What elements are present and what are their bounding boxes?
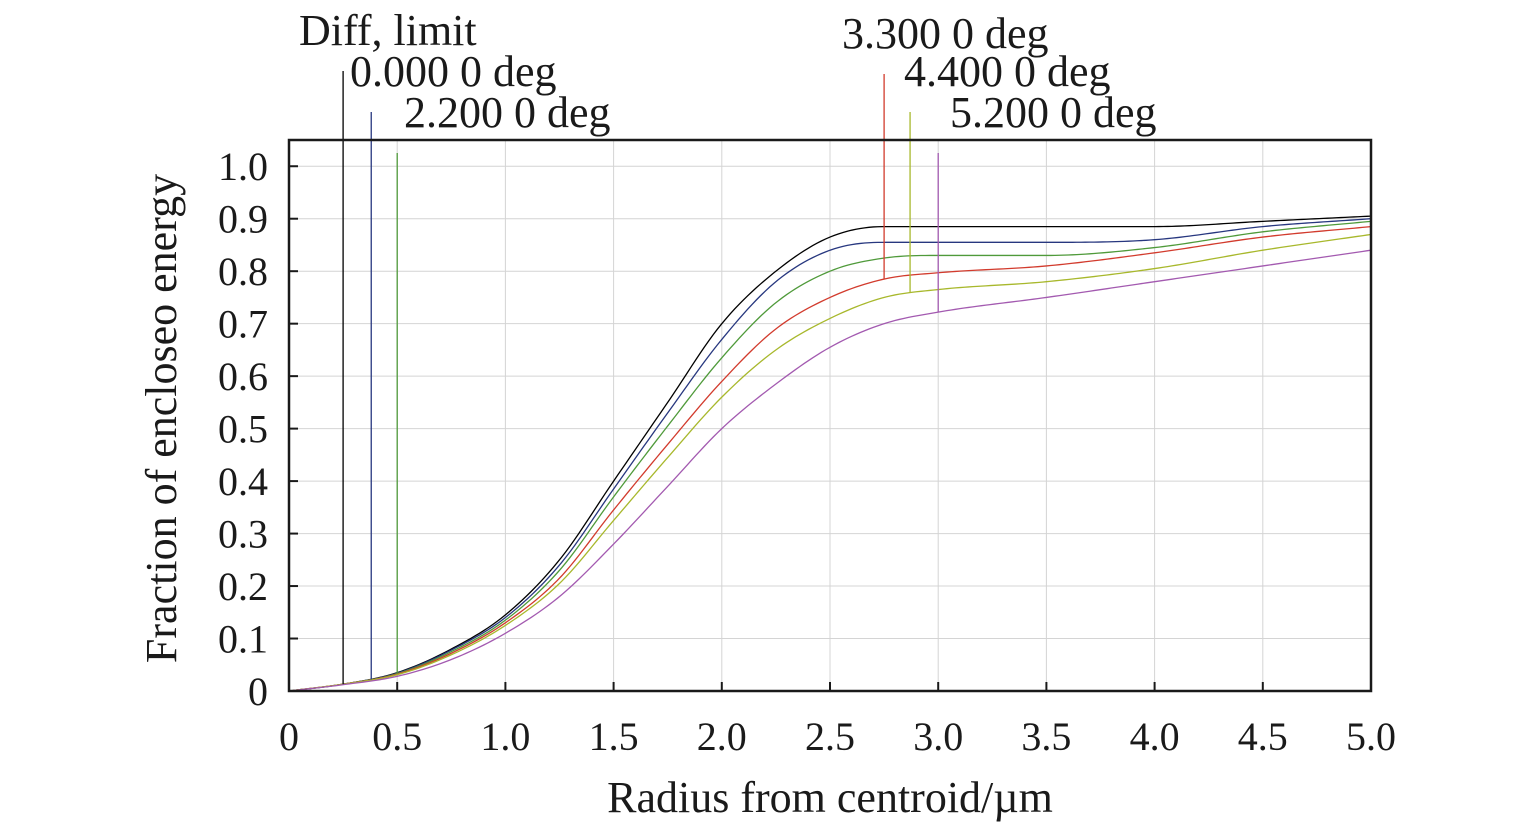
- series-label: 2.200 0 deg: [404, 88, 611, 137]
- series-label: 4.400 0 deg: [904, 47, 1111, 96]
- y-tick-label: 0.9: [218, 197, 268, 242]
- y-tick-label: 0: [248, 669, 268, 714]
- series-line: [288, 225, 1372, 692]
- series-line: [288, 220, 1372, 692]
- y-tick-label: 1.0: [218, 144, 268, 189]
- x-axis-label: Radius from centroid/µm: [607, 773, 1053, 822]
- y-tick-label: 0.7: [218, 302, 268, 347]
- series-line: [288, 233, 1372, 692]
- y-tick-label: 0.5: [218, 407, 268, 452]
- x-tick-label: 0.5: [372, 714, 422, 759]
- axis-ticks: 0 0.5 1.0 1.5 2.0 2.5 3.0 3.5 4.0 4.5 5.0 0 0.1 0.2 0.…: [218, 144, 1396, 759]
- series-label: 0.000 0 deg: [350, 47, 557, 96]
- y-tick-label: 0.3: [218, 512, 268, 557]
- y-tick-label: 0.8: [218, 249, 268, 294]
- y-axis-label: Fraction of encloseo energy: [137, 174, 186, 663]
- x-tick-label: 3.0: [913, 714, 963, 759]
- x-tick-label: 2.5: [805, 714, 855, 759]
- x-tick-label: 4.0: [1130, 714, 1180, 759]
- series-lines: [288, 215, 1372, 692]
- series-line: [288, 249, 1372, 692]
- y-tick-label: 0.6: [218, 354, 268, 399]
- y-tick-label: 0.4: [218, 459, 268, 504]
- x-tick-label: 2.0: [697, 714, 747, 759]
- x-tick-label: 1.5: [589, 714, 639, 759]
- series-label: 3.300 0 deg: [842, 9, 1049, 58]
- x-tick-label: 4.5: [1238, 714, 1288, 759]
- x-tick-label: 0: [279, 714, 299, 759]
- series-line: [288, 218, 1372, 692]
- series-line: [288, 215, 1372, 692]
- y-tick-label: 0.2: [218, 564, 268, 609]
- x-tick-label: 5.0: [1346, 714, 1396, 759]
- series-label: Diff, limit: [299, 6, 477, 55]
- x-tick-label: 3.5: [1021, 714, 1071, 759]
- grid: [289, 140, 1371, 691]
- series-label: 5.200 0 deg: [950, 88, 1157, 137]
- y-tick-label: 0.1: [218, 617, 268, 662]
- x-tick-label: 1.0: [480, 714, 530, 759]
